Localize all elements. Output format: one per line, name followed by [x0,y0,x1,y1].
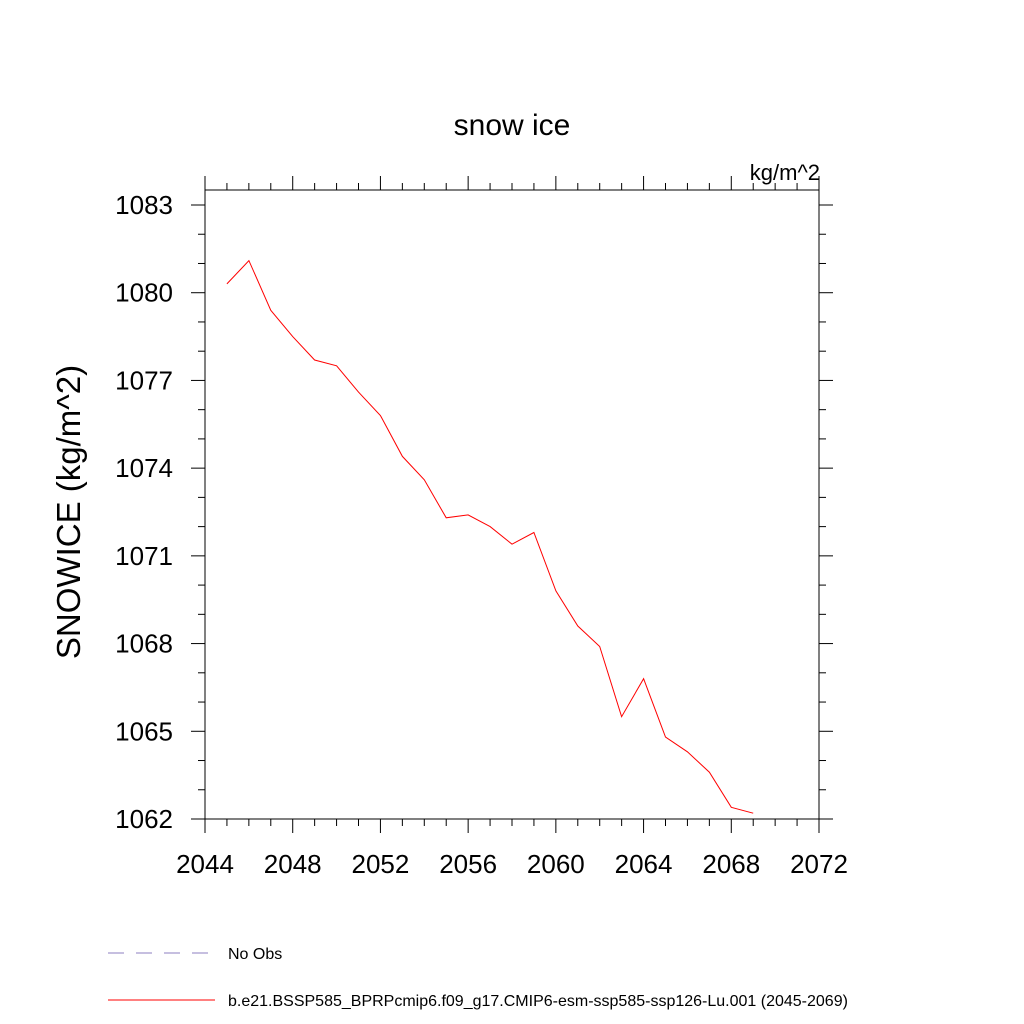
chart-title: snow ice [454,109,571,142]
y-tick-label: 1071 [115,541,173,571]
x-tick-label: 2072 [790,849,848,879]
y-tick-label: 1083 [115,190,173,220]
x-tick-label: 2056 [439,849,497,879]
y-tick-label: 1077 [115,365,173,395]
y-tick-label: 1074 [115,453,173,483]
x-tick-label: 2044 [176,849,234,879]
y-tick-label: 1080 [115,278,173,308]
y-tick-label: 1068 [115,629,173,659]
legend: No Obs b.e21.BSSP585_BPRPcmip6.f09_g17.C… [108,946,848,1010]
legend-label-simulation: b.e21.BSSP585_BPRPcmip6.f09_g17.CMIP6-es… [228,993,848,1010]
x-tick-label: 2064 [615,849,673,879]
units-label: kg/m^2 [750,160,820,185]
x-tick-label: 2052 [352,849,410,879]
series-line [226,259,754,814]
x-tick-label: 2068 [702,849,760,879]
series-group [226,259,754,814]
legend-label-no-obs: No Obs [228,946,282,963]
x-tick-label: 2048 [264,849,322,879]
y-tick-label: 1065 [115,716,173,746]
axis-tick-labels: 2044 2048 2052 2056 2060 2064 2068 2072 1062 1065… [115,190,848,879]
plot-frame [204,189,820,820]
x-tick-label: 2060 [527,849,585,879]
y-axis-label: SNOWICE (kg/m^2) [50,365,87,659]
axis-ticks [191,176,833,833]
y-tick-label: 1062 [115,804,173,834]
